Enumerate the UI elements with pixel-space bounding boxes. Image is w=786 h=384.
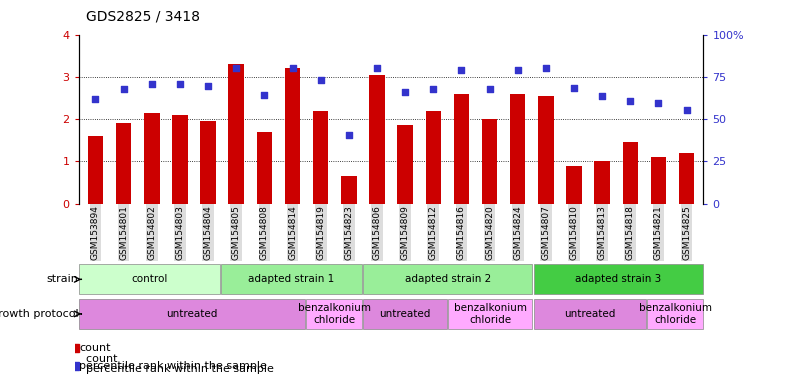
Point — [202, 83, 215, 89]
Point — [512, 66, 524, 73]
Text: growth protocol: growth protocol — [0, 309, 79, 319]
Bar — [79, 264, 220, 295]
Bar — [510, 94, 525, 204]
Bar — [116, 123, 131, 204]
Point — [596, 93, 608, 99]
Bar — [398, 126, 413, 204]
Text: benzalkonium
chloride: benzalkonium chloride — [454, 303, 527, 325]
Bar — [651, 157, 667, 204]
Point — [427, 86, 439, 92]
Bar — [534, 299, 646, 329]
Text: percentile rank within the sample: percentile rank within the sample — [79, 364, 274, 374]
Point — [117, 86, 130, 92]
Bar — [482, 119, 498, 204]
Bar — [566, 166, 582, 204]
Bar — [534, 264, 703, 295]
Bar — [623, 142, 638, 204]
Bar — [307, 299, 362, 329]
Point — [230, 65, 243, 71]
Bar — [454, 94, 469, 204]
Point — [539, 65, 552, 71]
Point — [145, 81, 158, 88]
Text: control: control — [131, 274, 167, 285]
Point — [567, 85, 580, 91]
Point — [314, 77, 327, 83]
Bar — [363, 264, 532, 295]
Point — [455, 68, 468, 74]
Bar — [425, 111, 441, 204]
Text: strain: strain — [46, 274, 79, 285]
Bar — [221, 264, 362, 295]
Text: untreated: untreated — [167, 309, 218, 319]
Point — [371, 65, 384, 71]
Text: GDS2825 / 3418: GDS2825 / 3418 — [86, 9, 200, 23]
Text: count: count — [79, 354, 117, 364]
Point — [174, 81, 186, 87]
Text: benzalkonium
chloride: benzalkonium chloride — [638, 303, 711, 325]
Text: percentile rank within the sample: percentile rank within the sample — [79, 361, 267, 371]
Text: untreated: untreated — [564, 309, 615, 319]
Text: benzalkonium
chloride: benzalkonium chloride — [298, 303, 371, 325]
Bar — [285, 68, 300, 204]
Bar — [79, 299, 305, 329]
Bar — [172, 115, 188, 204]
Bar — [538, 96, 553, 204]
Point — [681, 107, 693, 113]
Bar — [257, 132, 272, 204]
Point — [399, 89, 411, 95]
Text: adapted strain 1: adapted strain 1 — [248, 274, 335, 285]
Bar — [369, 75, 384, 204]
Point — [483, 86, 496, 93]
Point — [624, 98, 637, 104]
Bar — [647, 299, 703, 329]
Bar — [363, 299, 447, 329]
Text: untreated: untreated — [380, 309, 431, 319]
Bar — [341, 176, 357, 204]
Bar — [144, 113, 160, 204]
Bar — [88, 136, 103, 204]
Bar — [448, 299, 532, 329]
Bar — [200, 121, 216, 204]
Point — [652, 100, 665, 106]
Bar — [313, 111, 329, 204]
Text: adapted strain 3: adapted strain 3 — [575, 274, 661, 285]
Point — [343, 132, 355, 138]
Point — [258, 92, 270, 98]
Point — [89, 96, 101, 102]
Point — [286, 65, 299, 71]
Bar — [679, 153, 694, 204]
Bar — [594, 161, 610, 204]
Bar — [229, 64, 244, 204]
Text: adapted strain 2: adapted strain 2 — [405, 274, 491, 285]
Text: count: count — [79, 343, 111, 354]
